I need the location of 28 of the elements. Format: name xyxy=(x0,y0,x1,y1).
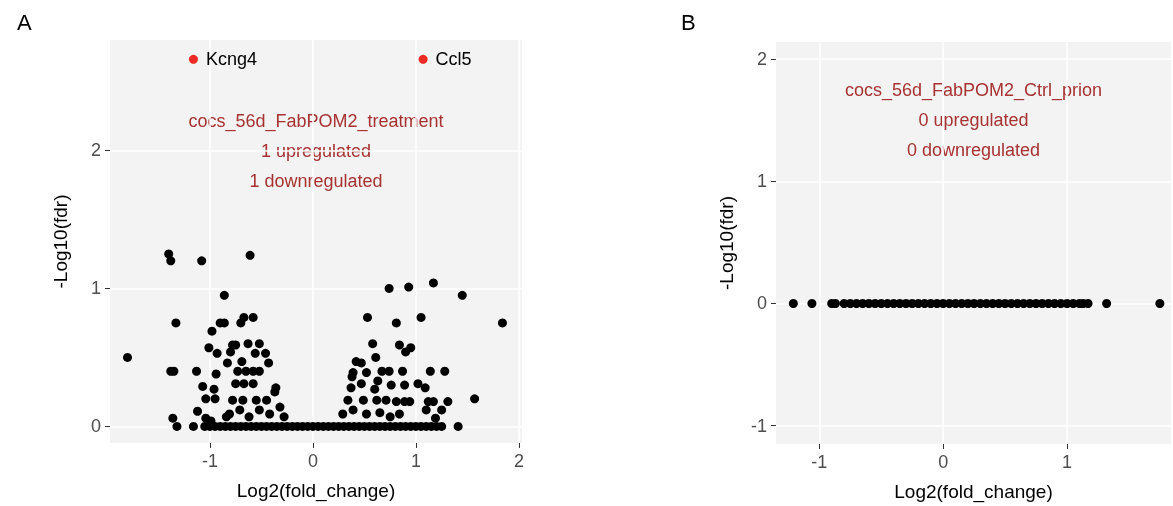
y-tick-label: 2 xyxy=(756,49,767,70)
annotation: 1 downregulated xyxy=(249,171,383,191)
x-tick-label: -1 xyxy=(811,452,828,472)
annotation: cocs_56d_FabPOM2_treatment xyxy=(188,111,444,132)
x-tick-label: 0 xyxy=(938,452,949,472)
x-axis-title: Log2(fold_change) xyxy=(894,481,1053,503)
y-tick-label: -1 xyxy=(750,415,767,436)
annotation: 0 upregulated xyxy=(918,110,1029,130)
x-tick-label: 2 xyxy=(513,451,524,471)
y-axis-title: -Log10(fdr) xyxy=(50,194,71,289)
data-label: Ccl5 xyxy=(435,49,472,70)
x-tick-label: 0 xyxy=(307,451,318,471)
x-tick-label: 1 xyxy=(410,451,421,471)
x-axis-title: Log2(fold_change) xyxy=(236,480,396,502)
annotation: 1 upregulated xyxy=(260,141,372,161)
y-tick-label: 0 xyxy=(756,293,767,314)
x-tick-label: -1 xyxy=(201,451,218,471)
x-tick-label: 1 xyxy=(1061,452,1072,472)
data-label: Kcng4 xyxy=(205,49,257,70)
y-tick-label: 2 xyxy=(90,140,101,161)
y-tick-label: 0 xyxy=(90,416,101,437)
annotation: 0 downregulated xyxy=(906,140,1041,160)
y-tick-label: 1 xyxy=(90,278,101,299)
chart-title: A xyxy=(17,9,32,35)
y-tick-label: 1 xyxy=(756,171,767,192)
y-axis-title: -Log10(fdr) xyxy=(716,196,737,290)
chart-title: B xyxy=(681,9,696,35)
annotation: cocs_56d_FabPOM2_Ctrl_prion xyxy=(844,80,1103,101)
